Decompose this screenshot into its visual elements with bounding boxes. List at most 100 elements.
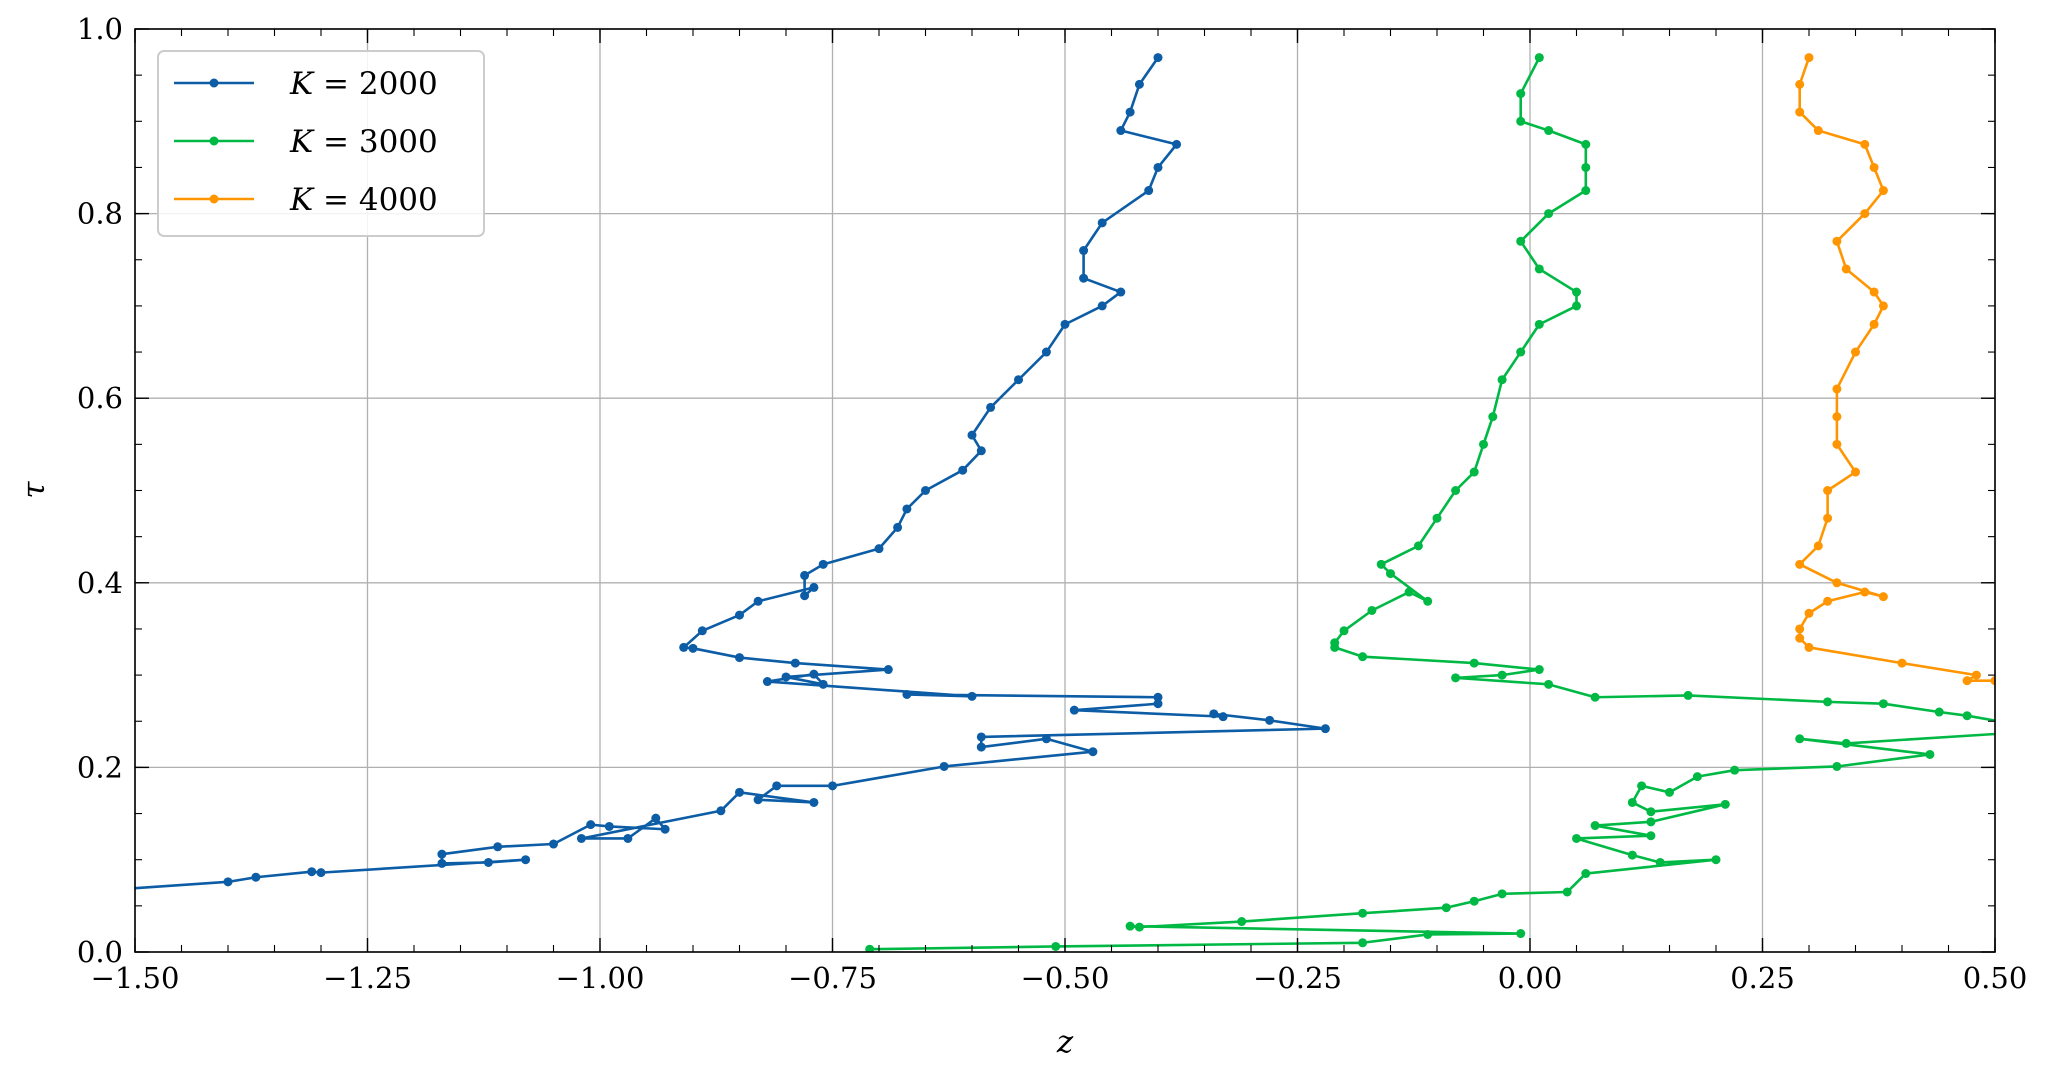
- data-point: [1386, 569, 1395, 579]
- data-point: [1516, 116, 1526, 126]
- y-tick-label: 0.2: [77, 750, 123, 784]
- data-point: [902, 689, 912, 699]
- data-point: [939, 761, 949, 771]
- data-point: [958, 465, 968, 475]
- data-point: [1683, 690, 1693, 700]
- data-point: [1469, 467, 1479, 477]
- data-point: [1451, 486, 1461, 495]
- data-point: [1581, 186, 1591, 196]
- data-point: [1041, 734, 1051, 744]
- data-point: [1209, 709, 1219, 719]
- data-point: [1153, 699, 1163, 709]
- data-point: [437, 858, 447, 868]
- data-point: [549, 839, 558, 849]
- data-point: [1376, 559, 1386, 569]
- data-point: [865, 944, 875, 952]
- data-point: [223, 877, 233, 887]
- data-point: [679, 642, 689, 652]
- data-point: [1730, 765, 1740, 775]
- y-axis-label: τ: [16, 481, 52, 499]
- data-point: [1134, 922, 1144, 932]
- data-point: [1069, 705, 1079, 715]
- data-point: [1330, 638, 1340, 648]
- data-point: [1878, 592, 1888, 602]
- x-tick-label: −1.00: [556, 961, 645, 995]
- data-point: [753, 596, 763, 606]
- legend-box: [157, 50, 485, 237]
- data-point: [1692, 772, 1702, 782]
- data-point: [1869, 287, 1879, 297]
- data-point: [976, 732, 986, 742]
- data-point: [1581, 869, 1591, 879]
- data-point: [800, 570, 810, 580]
- data-point: [1813, 126, 1823, 136]
- data-point: [307, 867, 317, 877]
- data-point: [1367, 605, 1377, 615]
- data-point: [1144, 186, 1154, 196]
- data-point: [1572, 833, 1581, 843]
- data-point: [781, 672, 791, 682]
- data-point: [660, 824, 670, 834]
- data-point: [1097, 301, 1107, 311]
- y-tick-label: 0.0: [77, 935, 123, 969]
- data-point: [1637, 781, 1647, 791]
- data-point: [1358, 652, 1368, 662]
- data-point: [1878, 301, 1888, 311]
- data-point: [1795, 734, 1805, 744]
- data-point: [1823, 697, 1833, 707]
- data-point: [1534, 264, 1544, 274]
- data-point: [1153, 53, 1163, 63]
- data-point: [809, 669, 819, 679]
- data-point: [1413, 541, 1423, 551]
- data-point: [735, 610, 744, 620]
- data-point: [1358, 908, 1368, 918]
- data-point: [762, 677, 772, 687]
- data-point: [1423, 929, 1433, 939]
- data-point: [772, 781, 782, 791]
- data-point: [1516, 929, 1526, 939]
- series-line: [135, 56, 1327, 890]
- data-point: [1646, 807, 1656, 817]
- y-tick-label: 0.6: [77, 381, 123, 415]
- data-point: [688, 643, 698, 653]
- data-point: [1320, 724, 1330, 734]
- data-point: [697, 626, 707, 636]
- data-point: [604, 821, 614, 831]
- legend-marker: [209, 78, 219, 88]
- data-point: [1516, 347, 1526, 357]
- legend-marker: [209, 136, 219, 146]
- series-2000: [135, 53, 1330, 890]
- data-point: [1562, 887, 1572, 897]
- data-point: [521, 855, 531, 865]
- data-point: [1479, 439, 1488, 449]
- data-point: [1125, 107, 1135, 117]
- y-tick-label: 0.8: [77, 197, 123, 231]
- data-point: [976, 742, 986, 752]
- y-tick-label: 1.0: [77, 12, 123, 46]
- data-point: [1823, 486, 1833, 495]
- data-point: [1488, 412, 1498, 422]
- data-point: [1795, 633, 1805, 643]
- data-point: [753, 795, 763, 805]
- data-point: [1841, 264, 1851, 274]
- data-point: [251, 872, 261, 882]
- data-point: [623, 833, 633, 843]
- data-point: [493, 842, 503, 852]
- x-tick-label: −1.25: [323, 961, 412, 995]
- data-point: [1804, 642, 1814, 652]
- data-point: [902, 504, 912, 514]
- data-point: [1627, 850, 1637, 860]
- data-point: [586, 820, 596, 830]
- data-point: [1153, 692, 1163, 702]
- data-point: [1878, 186, 1888, 196]
- x-tick-label: −1.50: [91, 961, 180, 995]
- data-point: [1851, 347, 1860, 357]
- data-point: [828, 781, 837, 791]
- data-point: [1869, 162, 1879, 172]
- data-point: [986, 402, 996, 412]
- data-point: [967, 430, 977, 440]
- data-point: [1823, 596, 1833, 606]
- data-point: [809, 582, 819, 592]
- data-point: [1534, 665, 1544, 675]
